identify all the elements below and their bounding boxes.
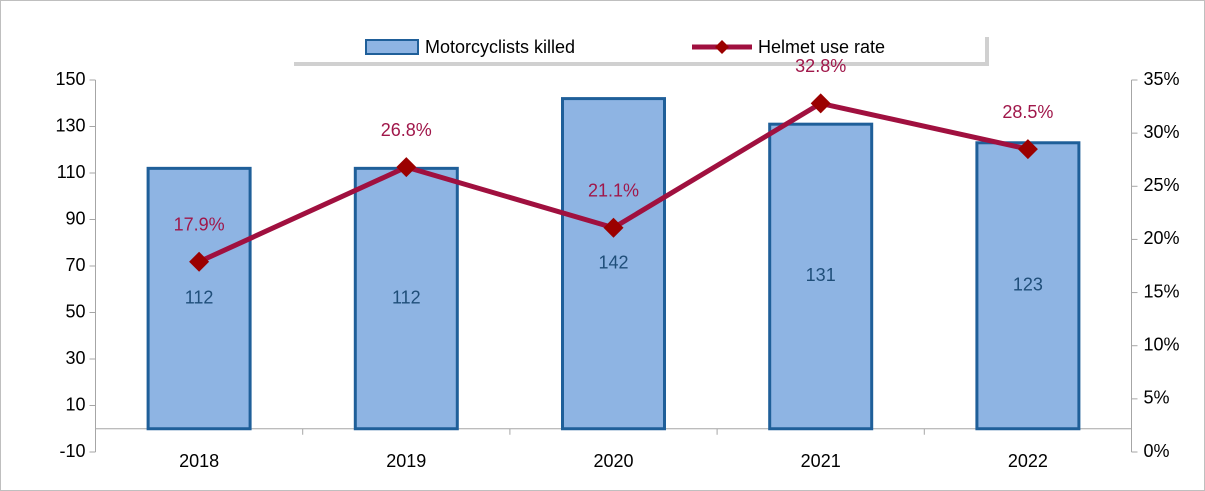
y-tick-label: 10 — [65, 394, 85, 414]
bar-value-label: 112 — [185, 287, 214, 307]
x-tick-label: 2022 — [1008, 451, 1048, 471]
y-tick-label: 70 — [65, 255, 85, 275]
y-tick-label: 150 — [55, 69, 85, 89]
y2-tick-label: 35% — [1144, 69, 1180, 89]
y-tick-label: -10 — [59, 441, 85, 461]
y2-tick-label: 15% — [1144, 281, 1180, 301]
line-value-label: 21.1% — [588, 180, 639, 200]
legend-swatch — [365, 39, 419, 55]
bar-value-label: 131 — [806, 265, 836, 285]
line-marker — [189, 251, 210, 272]
bar-value-label: 112 — [392, 287, 421, 307]
x-tick-label: 2021 — [801, 451, 841, 471]
line-value-label: 32.8% — [795, 56, 846, 76]
bar — [146, 166, 252, 431]
y-tick-label: 110 — [57, 162, 86, 182]
y2-tick-label: 0% — [1144, 441, 1170, 461]
bar — [561, 97, 666, 431]
y-tick-label: 90 — [65, 208, 85, 228]
bar-value-label: 142 — [598, 252, 628, 272]
line-value-label: 28.5% — [1002, 102, 1053, 122]
legend-label: Helmet use rate — [758, 37, 885, 57]
bar — [768, 122, 874, 431]
y-tick-label: 130 — [55, 115, 85, 135]
y2-tick-label: 20% — [1144, 228, 1180, 248]
bar — [353, 166, 459, 431]
legend-label: Motorcyclists killed — [425, 37, 575, 57]
x-tick-label: 2020 — [593, 451, 633, 471]
x-tick-label: 2018 — [179, 451, 219, 471]
y2-tick-label: 30% — [1144, 122, 1180, 142]
y2-tick-label: 25% — [1144, 175, 1180, 195]
line-marker — [810, 93, 831, 114]
line-marker — [603, 217, 624, 238]
y2-tick-label: 5% — [1144, 388, 1170, 408]
bar-value-label: 123 — [1013, 275, 1043, 295]
line-marker — [396, 157, 417, 178]
line-value-label: 17.9% — [174, 214, 225, 234]
y-tick-label: 30 — [65, 348, 85, 368]
line-marker — [1017, 139, 1038, 160]
x-tick-label: 2019 — [386, 451, 426, 471]
legend-swatch — [715, 40, 729, 54]
y2-tick-label: 10% — [1144, 334, 1180, 354]
y-tick-label: 50 — [65, 301, 85, 321]
line-value-label: 26.8% — [381, 120, 432, 140]
